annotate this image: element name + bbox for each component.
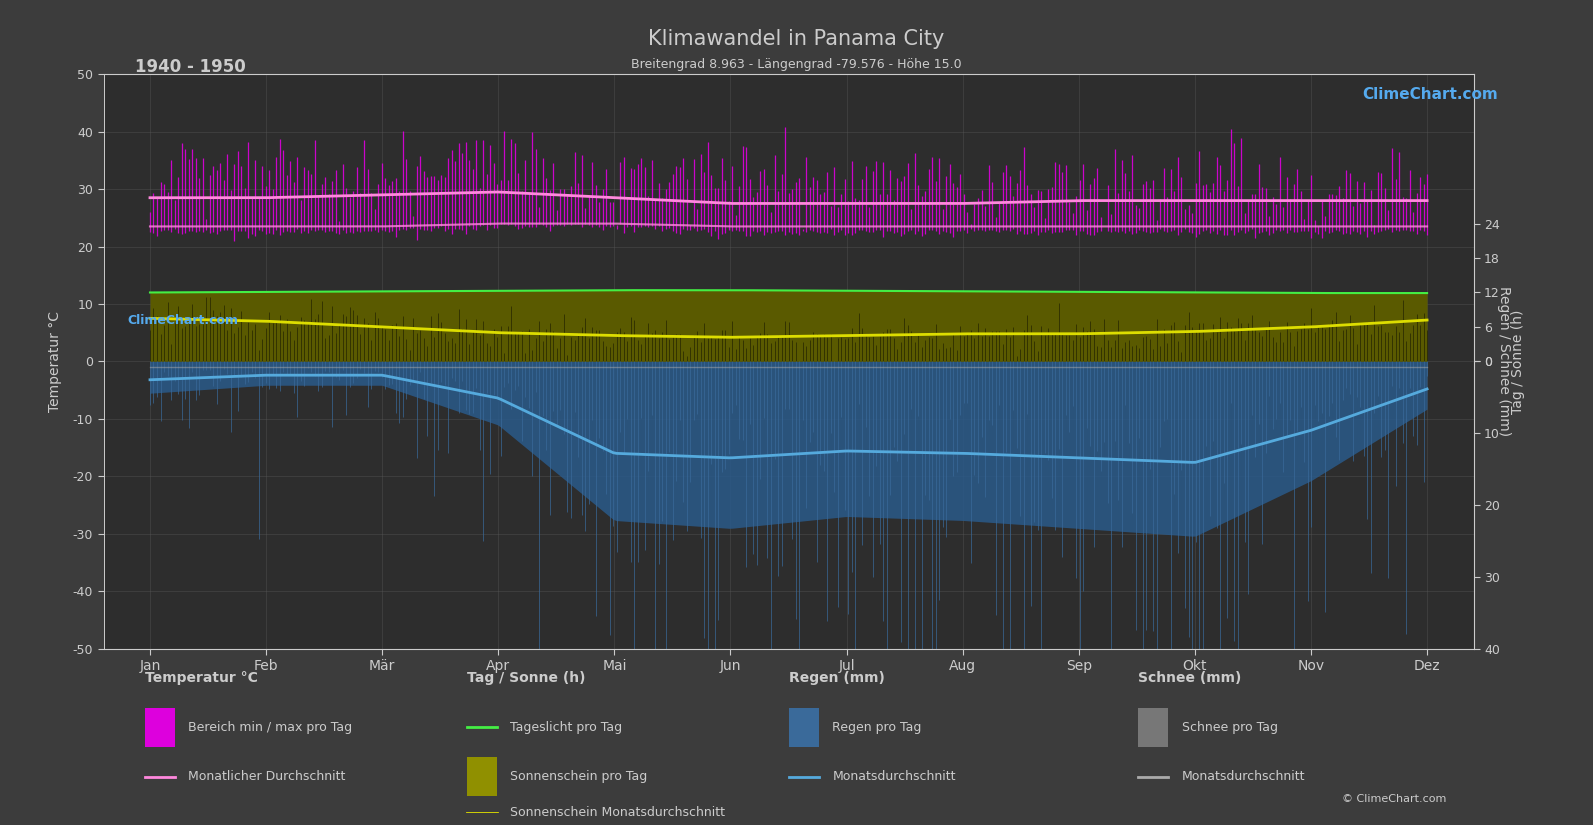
Text: Sonnenschein pro Tag: Sonnenschein pro Tag (510, 770, 648, 783)
Text: Tageslicht pro Tag: Tageslicht pro Tag (510, 721, 623, 733)
Y-axis label: Regen / Schnee (mm): Regen / Schnee (mm) (1497, 286, 1510, 436)
Text: Monatlicher Durchschnitt: Monatlicher Durchschnitt (188, 770, 346, 783)
Text: Monatsdurchschnitt: Monatsdurchschnitt (1182, 770, 1305, 783)
Text: Schnee (mm): Schnee (mm) (1137, 671, 1241, 685)
Bar (1137, 708, 1168, 747)
Text: 1940 - 1950: 1940 - 1950 (135, 58, 247, 76)
Text: Regen (mm): Regen (mm) (789, 671, 884, 685)
Text: © ClimeChart.com: © ClimeChart.com (1341, 794, 1446, 804)
Text: Monatsdurchschnitt: Monatsdurchschnitt (833, 770, 956, 783)
Text: ClimeChart.com: ClimeChart.com (1362, 87, 1497, 101)
Text: Breitengrad 8.963 - Längengrad -79.576 - Höhe 15.0: Breitengrad 8.963 - Längengrad -79.576 -… (631, 58, 962, 71)
Text: Schnee pro Tag: Schnee pro Tag (1182, 721, 1278, 733)
Text: ClimeChart.com: ClimeChart.com (127, 314, 239, 327)
Text: Sonnenschein Monatsdurchschnitt: Sonnenschein Monatsdurchschnitt (510, 806, 725, 819)
Y-axis label: Tag / Sonne (h): Tag / Sonne (h) (1510, 309, 1525, 413)
Text: Regen pro Tag: Regen pro Tag (833, 721, 922, 733)
Text: Tag / Sonne (h): Tag / Sonne (h) (467, 671, 585, 685)
Text: Klimawandel in Panama City: Klimawandel in Panama City (648, 29, 945, 49)
Bar (145, 708, 175, 747)
Text: Bereich min / max pro Tag: Bereich min / max pro Tag (188, 721, 352, 733)
Bar (789, 708, 819, 747)
Text: Temperatur °C: Temperatur °C (145, 671, 258, 685)
Bar (467, 757, 497, 796)
Y-axis label: Temperatur °C: Temperatur °C (48, 311, 62, 412)
